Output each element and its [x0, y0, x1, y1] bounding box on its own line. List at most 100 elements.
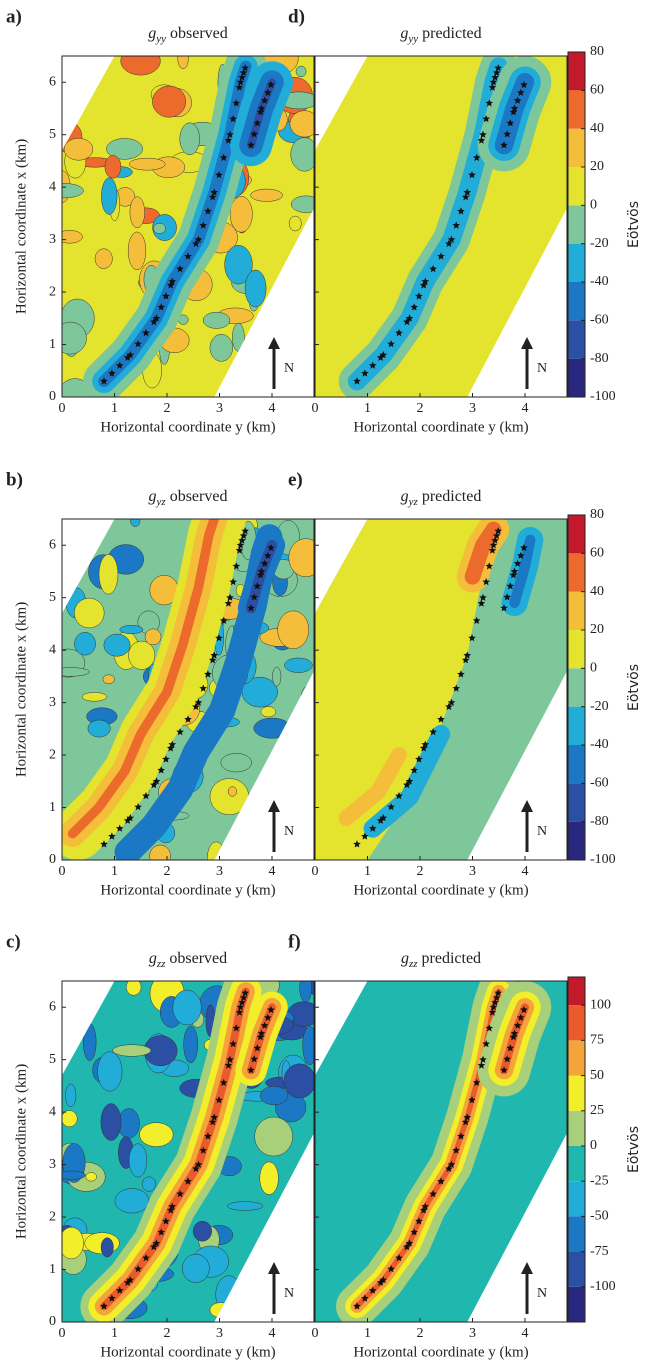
epicenter-star	[194, 1160, 203, 1168]
contour-blob	[232, 322, 245, 352]
epicenter-star	[491, 536, 499, 544]
epicenter-star	[134, 340, 142, 348]
y-tick-label: 2	[49, 284, 56, 299]
north-label: N	[537, 1286, 547, 1301]
plot-frame	[61, 518, 315, 861]
colorbar-bin	[568, 167, 585, 206]
epicenter-star	[260, 559, 269, 567]
north-label: N	[284, 1286, 294, 1301]
epicenter-star	[184, 252, 192, 260]
colorbar-tick-label: -80	[590, 351, 609, 366]
y-tick-label: 6	[49, 537, 56, 552]
epicenter-star	[229, 1040, 237, 1048]
epicenter-star	[463, 1113, 472, 1121]
epicenter-star	[241, 64, 249, 72]
north-arrowhead	[521, 337, 533, 349]
epicenter-star	[226, 1055, 234, 1063]
contour-blob	[62, 565, 76, 582]
epicenter-star	[437, 1177, 445, 1185]
epicenter-star	[247, 141, 255, 149]
panel: 0 1 2 3 4 Horizontal coordinate y (km) d) gyy pr…	[288, 6, 568, 435]
epicenter-star	[488, 83, 497, 91]
epicenter-star	[506, 119, 515, 127]
plot-frame	[314, 980, 568, 1323]
epicenter-star	[419, 744, 428, 752]
contour-blob	[299, 981, 312, 1003]
epicenter-star	[157, 766, 165, 774]
colorbar-bin	[568, 320, 585, 359]
epicenter-star	[421, 277, 430, 285]
epicenter-star	[260, 1021, 269, 1029]
contour-band	[67, 519, 219, 839]
contour-blob	[81, 692, 107, 702]
contour-blob	[192, 1220, 212, 1242]
epicenter-star	[405, 314, 414, 322]
colorbar-tick-label: -60	[590, 313, 609, 328]
north-arrowhead	[268, 1262, 280, 1274]
epicenter-star	[387, 1265, 395, 1273]
contour-blob	[260, 706, 277, 718]
contour-blob	[94, 248, 113, 269]
epicenter-star	[387, 803, 395, 811]
y-tick-label: 2	[49, 1209, 56, 1224]
epicenter-star	[208, 193, 217, 201]
x-tick-label: 4	[269, 864, 276, 879]
contour-blob	[106, 138, 143, 160]
epicenter-star	[415, 292, 423, 300]
y-tick-label: 4	[49, 1104, 56, 1119]
contour-blob	[101, 177, 118, 215]
epicenter-star	[108, 369, 116, 377]
epicenter-star	[489, 1003, 498, 1011]
contour-blob	[97, 1051, 123, 1092]
epicenter-star	[472, 616, 481, 624]
panel-title: gyz predicted	[401, 488, 482, 508]
epicenter-star	[134, 803, 142, 811]
epicenter-star	[192, 702, 200, 710]
contour-blob	[244, 269, 267, 308]
epicenter-star	[510, 1029, 519, 1037]
contour-blob	[264, 760, 283, 773]
epicenter-star	[256, 571, 265, 579]
epicenter-star	[395, 329, 403, 337]
epicenter-star	[232, 562, 241, 570]
epicenter-star	[379, 814, 388, 822]
epicenter-star	[247, 604, 255, 612]
epicenter-star	[452, 1146, 460, 1154]
epicenter-star	[162, 292, 170, 300]
colorbar-bin	[568, 1286, 585, 1322]
contour-blob	[289, 110, 314, 138]
epicenter-star	[108, 1294, 116, 1302]
contour-blob	[295, 65, 307, 78]
epicenter-star	[241, 989, 249, 997]
title-subscript: yz	[156, 496, 167, 508]
contour-blob	[62, 1170, 86, 1180]
epicenter-star	[176, 728, 184, 736]
contour-blob	[139, 1122, 174, 1147]
epicenter-star	[123, 1278, 132, 1286]
contour-blob	[262, 325, 295, 340]
contour-blob	[290, 137, 314, 172]
epicenter-star	[264, 88, 272, 96]
title-subscript: zz	[408, 958, 418, 970]
y-tick-label: 0	[49, 1314, 56, 1329]
epicenter-star	[126, 814, 135, 822]
y-tick-label: 1	[49, 337, 56, 352]
contour-blob	[288, 215, 302, 232]
contour-band	[464, 521, 502, 585]
contour-blob	[259, 1086, 289, 1106]
colorbar-tick-label: -100	[590, 389, 616, 404]
colorbar-bin	[568, 90, 585, 129]
colorbar-bin	[568, 783, 585, 822]
epicenter-star	[168, 277, 177, 285]
epicenter-star	[376, 353, 385, 361]
colorbar-bin	[568, 821, 585, 860]
y-tick-label: 6	[49, 74, 56, 89]
x-tick-label: 4	[522, 864, 529, 879]
epicenter-star	[445, 1164, 453, 1172]
epicenter-star	[509, 108, 518, 116]
epicenter-star	[477, 599, 486, 607]
epicenter-star	[168, 740, 177, 748]
epicenter-star	[479, 593, 487, 601]
contour-blob	[202, 311, 231, 329]
panel: 0 1 2 3 4 0 1 2 3 4 5 6 Horizontal coordinate y (km)…	[6, 6, 315, 435]
